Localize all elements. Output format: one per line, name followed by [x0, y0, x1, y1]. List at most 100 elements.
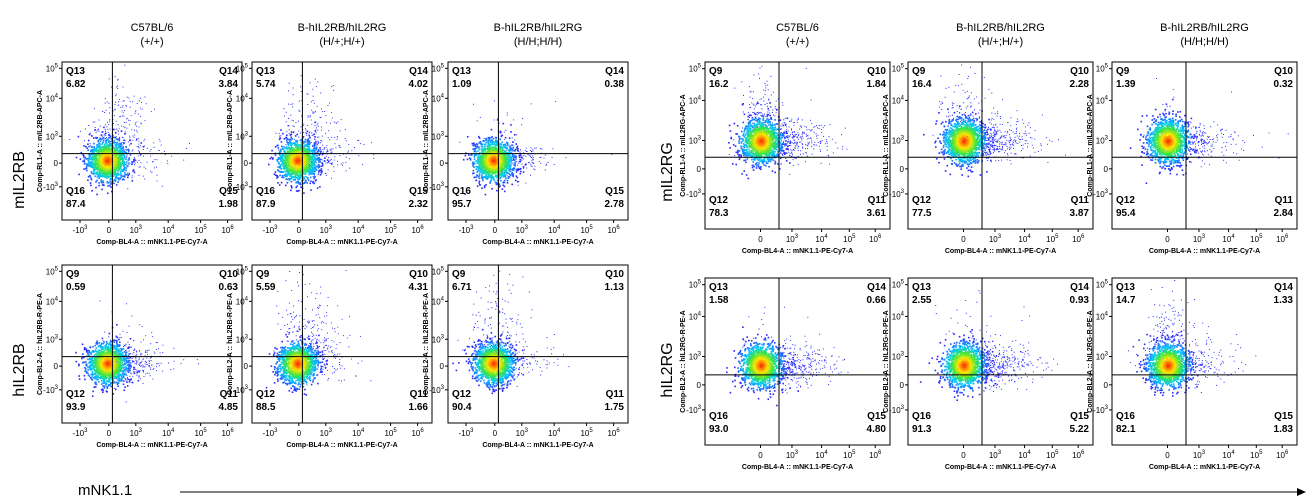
event-dot — [123, 116, 124, 117]
event-dot — [308, 161, 310, 163]
event-dot — [295, 152, 297, 154]
event-dot — [307, 131, 309, 133]
event-dot — [321, 117, 322, 118]
event-dot — [130, 137, 131, 138]
event-dot — [96, 173, 98, 175]
event-dot — [523, 155, 524, 156]
event-dot — [123, 154, 125, 156]
event-dot — [114, 115, 115, 116]
event-dot — [300, 133, 301, 134]
event-dot — [304, 166, 306, 168]
event-dot — [346, 157, 347, 158]
event-dot — [294, 156, 296, 158]
event-dot — [309, 132, 310, 133]
event-dot — [122, 161, 124, 163]
event-dot — [280, 171, 282, 173]
event-dot — [144, 167, 145, 168]
event-dot — [533, 159, 534, 160]
event-dot — [114, 179, 116, 181]
event-dot — [288, 118, 289, 119]
event-dot — [288, 90, 289, 91]
event-dot — [100, 155, 102, 157]
event-dot — [299, 111, 300, 112]
event-dot — [316, 152, 317, 153]
event-dot — [345, 138, 346, 139]
event-dot — [371, 142, 372, 143]
event-dot — [104, 156, 106, 158]
event-dot — [532, 149, 533, 150]
event-dot — [86, 147, 88, 149]
event-dot — [119, 137, 120, 138]
event-dot — [320, 142, 321, 143]
event-dot — [108, 103, 109, 104]
event-dot — [78, 174, 80, 176]
event-dot — [310, 173, 312, 175]
event-dot — [108, 134, 110, 136]
event-dot — [288, 163, 290, 165]
event-dot — [331, 152, 332, 153]
event-dot — [96, 132, 97, 133]
event-dot — [313, 147, 315, 149]
event-dot — [126, 174, 128, 176]
event-dot — [300, 147, 301, 148]
event-dot — [151, 111, 152, 112]
event-dot — [295, 147, 297, 149]
event-dot — [116, 161, 118, 163]
event-dot — [286, 112, 287, 113]
event-dot — [314, 152, 316, 154]
event-dot — [318, 123, 319, 124]
quadrant-name: Q16 — [256, 186, 275, 197]
event-dot — [531, 151, 532, 152]
event-dot — [113, 137, 115, 139]
event-dot — [102, 142, 104, 144]
event-dot — [313, 113, 314, 114]
event-dot — [484, 138, 485, 139]
event-dot — [105, 157, 107, 159]
event-dot — [291, 178, 293, 180]
event-dot — [117, 169, 119, 171]
event-dot — [293, 131, 295, 133]
event-dot — [85, 146, 87, 148]
event-dot — [278, 147, 280, 149]
event-dot — [286, 131, 287, 132]
event-dot — [506, 150, 507, 151]
event-dot — [340, 130, 341, 131]
event-dot — [128, 141, 129, 142]
event-dot — [534, 148, 535, 149]
event-dot — [103, 127, 105, 129]
event-dot — [298, 150, 300, 152]
event-dot — [143, 146, 145, 148]
event-dot — [118, 147, 120, 149]
event-dot — [307, 93, 308, 94]
event-dot — [311, 110, 312, 111]
event-dot — [316, 169, 318, 171]
event-dot — [87, 179, 89, 181]
event-dot — [345, 129, 346, 130]
event-dot — [100, 157, 102, 159]
event-dot — [123, 178, 125, 180]
event-dot — [139, 152, 140, 153]
event-dot — [89, 134, 91, 136]
event-dot — [530, 164, 531, 165]
event-dot — [115, 132, 117, 134]
event-dot — [144, 139, 145, 140]
event-dot — [280, 158, 282, 160]
event-dot — [97, 149, 99, 151]
event-dot — [140, 98, 141, 99]
event-dot — [278, 157, 280, 159]
event-dot — [322, 155, 323, 156]
event-dot — [108, 124, 109, 125]
event-dot — [323, 149, 324, 150]
event-dot — [286, 146, 288, 148]
event-dot — [161, 145, 162, 146]
event-dot — [313, 171, 315, 173]
event-dot — [99, 143, 101, 145]
event-dot — [85, 129, 86, 130]
event-dot — [292, 156, 294, 158]
event-dot — [322, 159, 323, 160]
event-dot — [276, 133, 277, 134]
event-dot — [171, 156, 172, 157]
event-dot — [95, 169, 97, 171]
event-dot — [107, 171, 109, 173]
event-dot — [127, 173, 128, 174]
